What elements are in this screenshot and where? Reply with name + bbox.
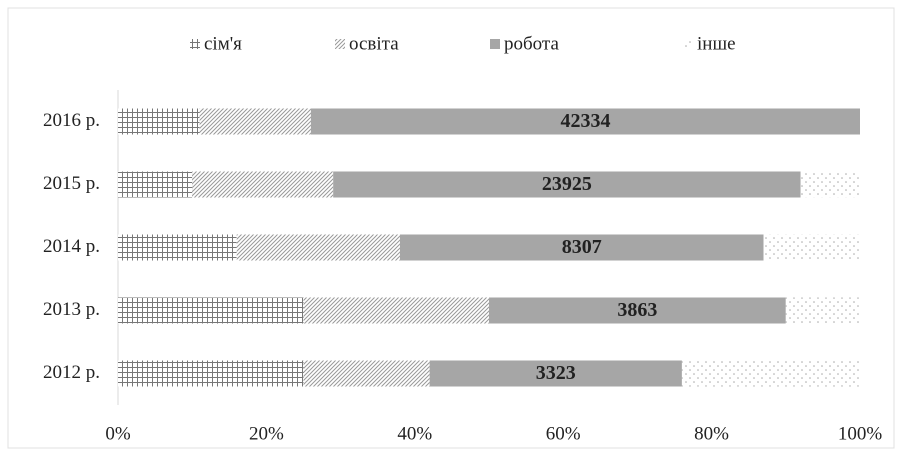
legend-swatch [683,39,693,49]
x-tick-label: 100% [838,423,883,444]
bar-segment [429,360,682,387]
x-tick-label: 40% [397,423,432,444]
bar-segment [199,108,311,135]
x-tick-label: 60% [546,423,581,444]
y-tick-label: 2015 р. [43,173,100,194]
chart-border [7,7,895,449]
bar-segment [399,234,764,261]
legend-swatch [490,39,500,49]
legend-label: робота [504,33,559,54]
x-tick-label: 80% [694,423,729,444]
bar-segment [303,360,430,387]
x-tick-label: 0% [105,423,131,444]
bar-segment [118,297,304,324]
bar-segment [118,171,193,198]
legend-swatch [335,39,345,49]
bar-segment [118,108,200,135]
bar-label: 23925 [542,173,592,195]
bar-segment [310,108,860,135]
bar-segment [333,171,801,198]
bar-segment [303,297,489,324]
bar-segment [785,297,860,324]
legend-label: освіта [349,33,399,54]
y-tick-label: 2016 р. [43,110,100,131]
legend-label: сім'я [204,33,242,54]
bar-label: 8307 [562,236,602,258]
legend-swatch [190,39,200,49]
y-tick-label: 2012 р. [43,362,100,383]
legend-label: інше [697,33,736,54]
bar-label: 42334 [560,110,610,132]
bar-segment [681,360,860,387]
bar-label: 3863 [617,299,657,321]
y-tick-label: 2013 р. [43,299,100,320]
bar-segment [118,234,237,261]
bar-segment [118,360,304,387]
bar-segment [763,234,860,261]
y-tick-label: 2014 р. [43,236,100,257]
bar-label: 3323 [536,362,576,384]
bar-segment [236,234,400,261]
bar-segment [489,297,786,324]
bar-segment [800,171,860,198]
bar-segment [192,171,334,198]
x-tick-label: 20% [249,423,284,444]
